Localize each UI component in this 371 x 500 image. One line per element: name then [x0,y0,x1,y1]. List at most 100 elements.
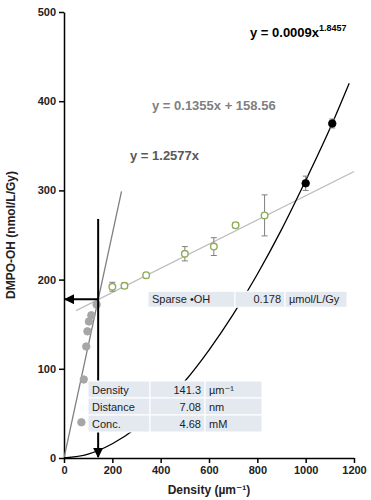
error-bar [233,223,239,228]
data-point [121,283,128,290]
x-tick: 400 [152,458,170,476]
x-tick: 800 [249,458,267,476]
table-text: Distance [92,401,135,413]
data-point [80,376,88,384]
y-tick: 100 [38,363,64,375]
data-point [143,272,150,279]
table-text: 7.08 [180,401,201,413]
table-text: nm [209,401,224,413]
y-tick-label: 500 [38,6,56,18]
data-point [78,419,86,427]
y-tick-label: 300 [38,184,56,196]
table-text: mM [209,418,227,430]
guide-arrow-horizontal [65,298,98,300]
x-axis: 0 200 400 600 800 1000 1200 [61,458,366,476]
x-tick-mark [209,458,211,463]
y-tick-mark [59,101,64,103]
x-tick: 0 [61,458,67,476]
scatter-series [109,195,268,291]
x-tick-label: 1200 [342,464,366,476]
plot: 0 200 400 600 800 1000 1200 0 100 200 300 400 500 [38,6,367,476]
table-cell [285,291,347,307]
table-cell [148,291,235,307]
results-table: Density 141.3 µm⁻¹ Distance 7.08 nm Conc. 4.68 m… [88,381,262,432]
equation-text: y = 1.2577x [130,148,200,163]
y-tick-label: 400 [38,95,56,107]
error-bar [329,119,335,128]
y-tick-label: 100 [38,363,56,375]
error-bar [182,247,188,261]
equation: y = 1.2577x [130,148,200,163]
scatter-series [302,119,336,190]
table-cell [150,415,205,432]
equation-text: y = 0.1355x + 158.56 [152,98,276,113]
data-point [302,179,310,187]
y-tick-mark [59,279,64,281]
data-point [232,222,239,229]
equation-text: y = 0.0009x [250,25,320,40]
table-text: µmol/L/Gy [289,293,340,305]
y-tick: 300 [38,184,64,196]
table-cell [235,291,285,307]
table-text: Density [92,384,129,396]
table-text: µm⁻¹ [209,384,234,396]
y-tick: 500 [38,6,64,18]
table-text: 4.68 [180,418,201,430]
sparse-box: Sparse •OH 0.178 µmol/L/Gy [148,291,347,307]
error-bar [303,176,309,190]
error-bar [262,195,268,236]
y-tick-mark [59,190,64,192]
x-tick: 200 [104,458,122,476]
error-bar [211,238,217,256]
table-text: Sparse •OH [152,293,210,305]
equation: y = 0.0009x1.8457 [250,23,347,40]
table-text: 141.3 [173,384,201,396]
fit-line [64,83,349,458]
y-tick: 0 [50,452,64,464]
y-tick: 400 [38,95,64,107]
y-tick-mark [59,369,64,371]
table-text: Conc. [92,418,121,430]
x-tick-label: 800 [249,464,267,476]
table-cell [150,398,205,415]
x-tick: 1000 [294,458,318,476]
data-point [182,250,189,257]
table-cell [205,381,262,398]
data-point [109,283,116,290]
error-bar [109,282,115,291]
x-tick-mark [354,458,356,463]
x-axis-title: Density (µm⁻¹) [168,483,251,497]
chart: 0 200 400 600 800 1000 1200 0 100 200 300 400 500 Den… [0,0,371,500]
x-tick-label: 1000 [294,464,318,476]
data-point [261,212,268,219]
y-tick-mark [59,12,64,14]
data-area [64,83,354,458]
x-tick: 1200 [342,458,366,476]
y-tick-mark [59,458,64,460]
y-axis-line [64,13,66,459]
fit-line [76,171,354,310]
data-point [88,311,96,319]
y-tick: 200 [38,274,64,286]
table-cell [205,398,262,415]
error-bar [121,283,127,288]
x-tick-mark [160,458,162,463]
table-cell [150,381,205,398]
x-tick-mark [257,458,259,463]
x-tick: 600 [200,458,218,476]
fit-line [64,191,122,458]
data-point [328,120,336,128]
y-tick-label: 0 [50,452,56,464]
data-point [93,301,101,309]
y-tick-label: 200 [38,274,56,286]
data-point [84,328,92,336]
table-cell [205,415,262,432]
error-bar [143,272,149,277]
x-tick-mark [112,458,114,463]
data-point [82,343,90,351]
equation-exponent: 1.8457 [319,23,347,33]
table-cell [88,398,150,415]
table-text: 0.178 [253,293,281,305]
x-tick-label: 0 [61,464,67,476]
x-tick-label: 400 [152,464,170,476]
